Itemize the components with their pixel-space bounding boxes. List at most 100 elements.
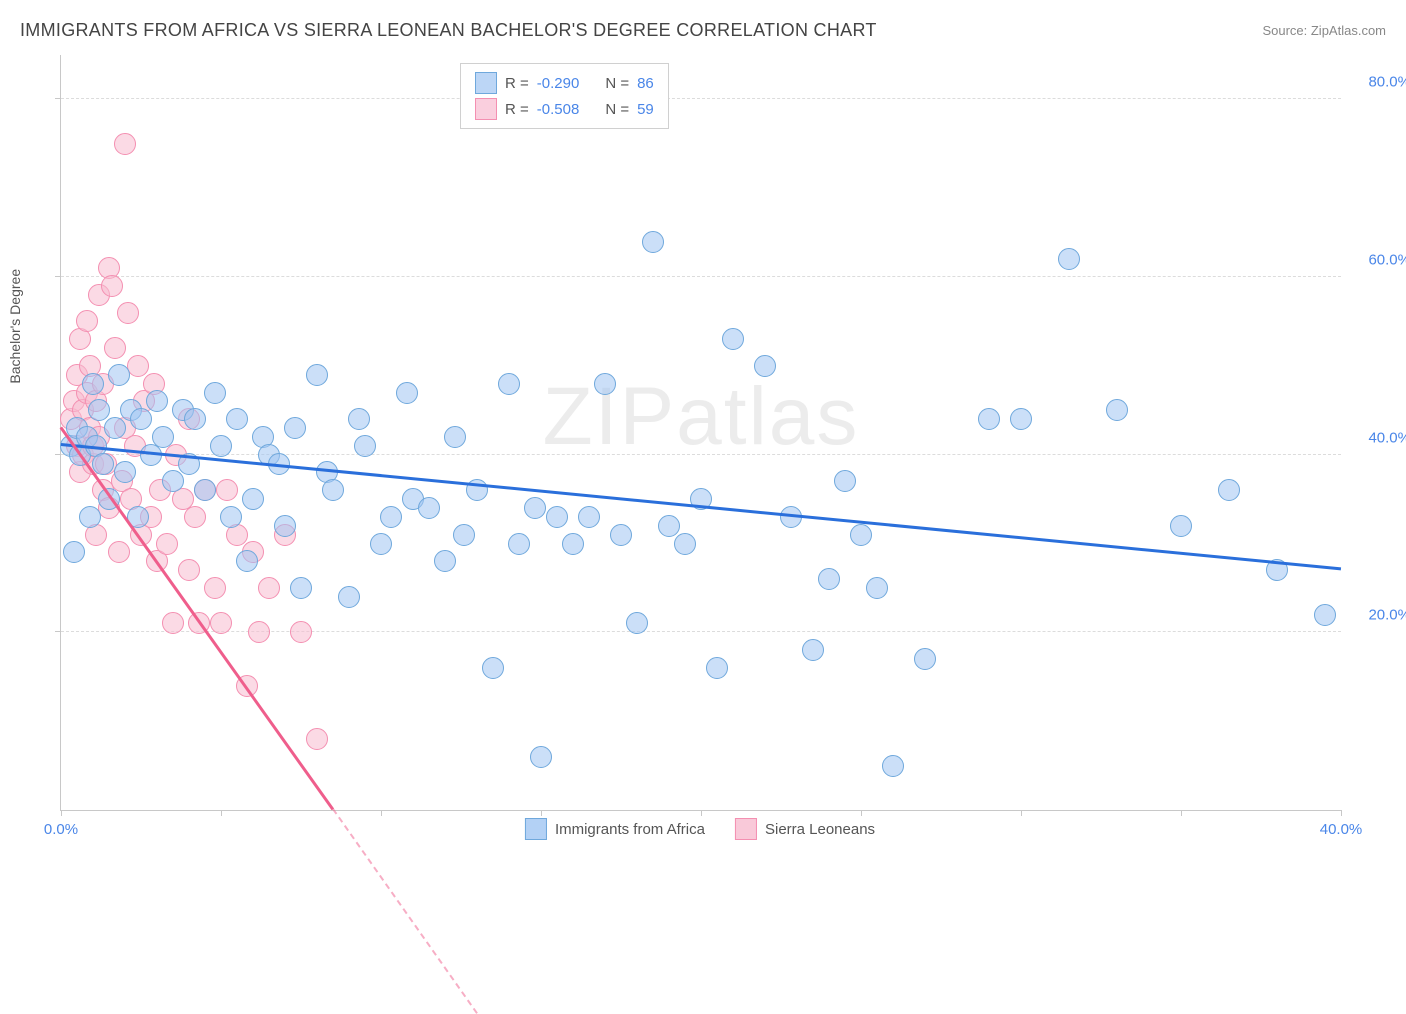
scatter-point bbox=[226, 408, 248, 430]
scatter-point bbox=[204, 382, 226, 404]
scatter-point bbox=[562, 533, 584, 555]
scatter-point bbox=[127, 355, 149, 377]
scatter-point bbox=[1314, 604, 1336, 626]
legend-row-pink: R = -0.508 N = 59 bbox=[475, 96, 654, 122]
x-tick bbox=[221, 810, 222, 816]
y-tick bbox=[55, 454, 61, 455]
scatter-point bbox=[354, 435, 376, 457]
r-value-pink: -0.508 bbox=[537, 101, 580, 118]
scatter-point bbox=[834, 470, 856, 492]
scatter-point bbox=[284, 417, 306, 439]
scatter-point bbox=[152, 426, 174, 448]
scatter-point bbox=[882, 755, 904, 777]
gridline bbox=[61, 98, 1341, 99]
scatter-point bbox=[338, 586, 360, 608]
x-tick bbox=[1341, 810, 1342, 816]
scatter-point bbox=[722, 328, 744, 350]
scatter-point bbox=[674, 533, 696, 555]
x-tick bbox=[61, 810, 62, 816]
correlation-legend: R = -0.290 N = 86 R = -0.508 N = 59 bbox=[460, 63, 669, 129]
scatter-point bbox=[92, 453, 114, 475]
scatter-point bbox=[444, 426, 466, 448]
scatter-point bbox=[184, 408, 206, 430]
gridline bbox=[61, 276, 1341, 277]
scatter-point bbox=[216, 479, 238, 501]
scatter-point bbox=[1058, 248, 1080, 270]
legend-swatch-pink-icon bbox=[735, 818, 757, 840]
scatter-point bbox=[418, 497, 440, 519]
scatter-point bbox=[108, 364, 130, 386]
scatter-point bbox=[88, 399, 110, 421]
scatter-point bbox=[162, 612, 184, 634]
scatter-point bbox=[101, 275, 123, 297]
y-tick bbox=[55, 276, 61, 277]
scatter-point bbox=[322, 479, 344, 501]
scatter-point bbox=[79, 506, 101, 528]
scatter-point bbox=[104, 417, 126, 439]
scatter-point bbox=[242, 488, 264, 510]
plot-region: ZIPatlas 20.0%40.0%60.0%80.0%0.0%40.0% bbox=[60, 55, 1341, 811]
legend-item-pink: Sierra Leoneans bbox=[735, 818, 875, 840]
scatter-point bbox=[396, 382, 418, 404]
legend-swatch-pink bbox=[475, 98, 497, 120]
scatter-point bbox=[1170, 515, 1192, 537]
scatter-point bbox=[162, 470, 184, 492]
scatter-point bbox=[63, 541, 85, 563]
scatter-point bbox=[290, 621, 312, 643]
y-tick bbox=[55, 631, 61, 632]
scatter-point bbox=[210, 435, 232, 457]
chart-area: ZIPatlas 20.0%40.0%60.0%80.0%0.0%40.0% B… bbox=[60, 55, 1340, 810]
scatter-point bbox=[482, 657, 504, 679]
watermark: ZIPatlas bbox=[543, 370, 860, 464]
y-tick-label: 80.0% bbox=[1351, 74, 1406, 91]
x-tick-label: 0.0% bbox=[44, 821, 78, 838]
scatter-point bbox=[914, 648, 936, 670]
scatter-point bbox=[348, 408, 370, 430]
scatter-point bbox=[114, 133, 136, 155]
legend-row-blue: R = -0.290 N = 86 bbox=[475, 70, 654, 96]
scatter-point bbox=[1218, 479, 1240, 501]
scatter-point bbox=[114, 461, 136, 483]
legend-item-blue: Immigrants from Africa bbox=[525, 818, 705, 840]
scatter-point bbox=[754, 355, 776, 377]
scatter-point bbox=[524, 497, 546, 519]
scatter-point bbox=[274, 515, 296, 537]
y-tick-label: 40.0% bbox=[1351, 429, 1406, 446]
scatter-point bbox=[1010, 408, 1032, 430]
scatter-point bbox=[117, 302, 139, 324]
scatter-point bbox=[290, 577, 312, 599]
scatter-point bbox=[818, 568, 840, 590]
scatter-point bbox=[706, 657, 728, 679]
legend-swatch-blue bbox=[475, 72, 497, 94]
scatter-point bbox=[626, 612, 648, 634]
scatter-point bbox=[610, 524, 632, 546]
x-tick bbox=[1181, 810, 1182, 816]
scatter-point bbox=[104, 337, 126, 359]
x-tick-label: 40.0% bbox=[1320, 821, 1363, 838]
scatter-point bbox=[546, 506, 568, 528]
scatter-point bbox=[850, 524, 872, 546]
scatter-point bbox=[194, 479, 216, 501]
scatter-point bbox=[530, 746, 552, 768]
legend-label-blue: Immigrants from Africa bbox=[555, 821, 705, 838]
scatter-point bbox=[498, 373, 520, 395]
scatter-point bbox=[578, 506, 600, 528]
scatter-point bbox=[658, 515, 680, 537]
scatter-point bbox=[380, 506, 402, 528]
scatter-point bbox=[594, 373, 616, 395]
r-value-blue: -0.290 bbox=[537, 75, 580, 92]
scatter-point bbox=[306, 364, 328, 386]
scatter-point bbox=[130, 408, 152, 430]
scatter-point bbox=[178, 559, 200, 581]
x-tick bbox=[701, 810, 702, 816]
n-value-blue: 86 bbox=[637, 75, 654, 92]
legend-label-pink: Sierra Leoneans bbox=[765, 821, 875, 838]
scatter-point bbox=[1106, 399, 1128, 421]
scatter-point bbox=[184, 506, 206, 528]
scatter-point bbox=[146, 390, 168, 412]
series-legend: Immigrants from Africa Sierra Leoneans bbox=[525, 818, 875, 840]
scatter-point bbox=[82, 373, 104, 395]
source-label: Source: ZipAtlas.com bbox=[1262, 23, 1386, 38]
scatter-point bbox=[508, 533, 530, 555]
gridline bbox=[61, 454, 1341, 455]
